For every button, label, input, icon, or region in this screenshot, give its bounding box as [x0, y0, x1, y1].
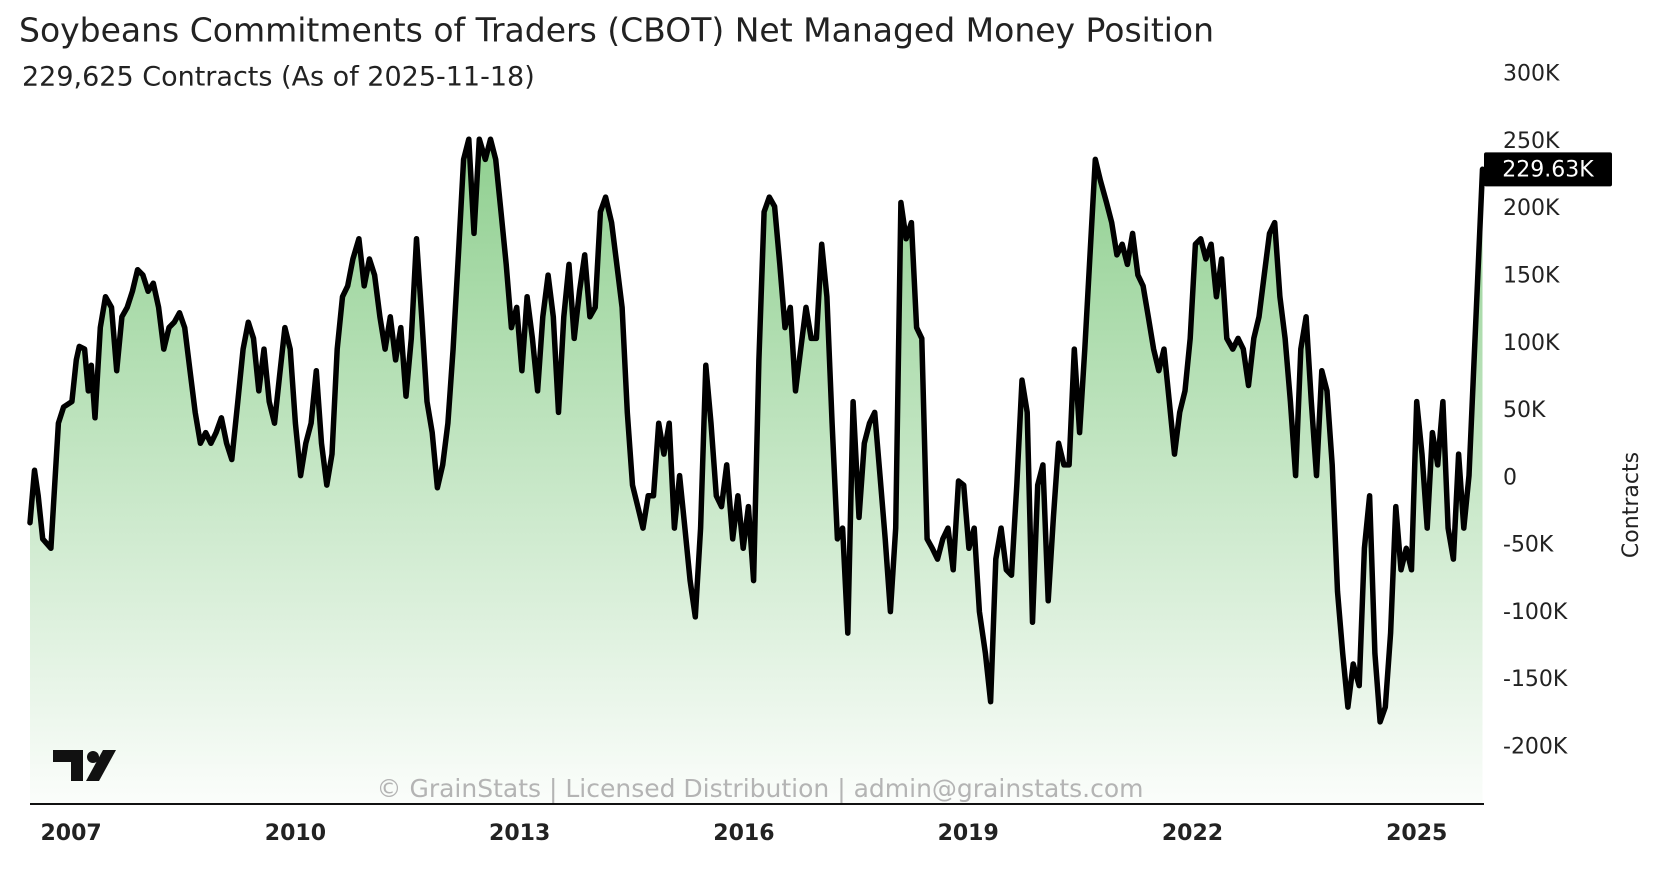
y-tick-label: 300K — [1503, 62, 1560, 87]
y-tick-label: 150K — [1503, 263, 1560, 288]
y-tick-label: -150K — [1503, 667, 1568, 692]
y-tick-label: 100K — [1503, 331, 1560, 356]
watermark: © GrainStats | Licensed Distribution | a… — [377, 774, 1144, 803]
logo-t — [53, 750, 83, 781]
x-tick-label: 2022 — [1162, 821, 1223, 846]
line — [27, 136, 1486, 725]
plot-area — [27, 136, 1486, 804]
logo — [53, 750, 116, 781]
y-tick-label: 250K — [1503, 129, 1560, 154]
y-tick-label: -200K — [1503, 734, 1568, 759]
logo-dot — [87, 751, 99, 763]
y-tick-label: 0 — [1503, 465, 1517, 490]
x-tick-label: 2010 — [265, 821, 326, 846]
y-tick-label: -50K — [1503, 533, 1554, 558]
last-value-label: 229.63K — [1502, 157, 1594, 182]
chart-subtitle: 229,625 Contracts (As of 2025-11-18) — [22, 62, 535, 93]
x-tick-label: 2016 — [713, 821, 774, 846]
y-tick-label: -100K — [1503, 600, 1568, 625]
x-tick-label: 2019 — [938, 821, 999, 846]
logo-v — [86, 750, 116, 781]
chart-title: Soybeans Commitments of Traders (CBOT) N… — [19, 11, 1214, 50]
last-value-box — [1484, 152, 1612, 187]
x-tick-label: 2013 — [489, 821, 550, 846]
y-axis-label: Contracts — [1619, 452, 1644, 558]
x-tick-label: 2007 — [40, 821, 101, 846]
x-tick-label: 2025 — [1386, 821, 1447, 846]
y-tick-label: 50K — [1503, 398, 1546, 423]
y-tick-label: 200K — [1503, 196, 1560, 221]
